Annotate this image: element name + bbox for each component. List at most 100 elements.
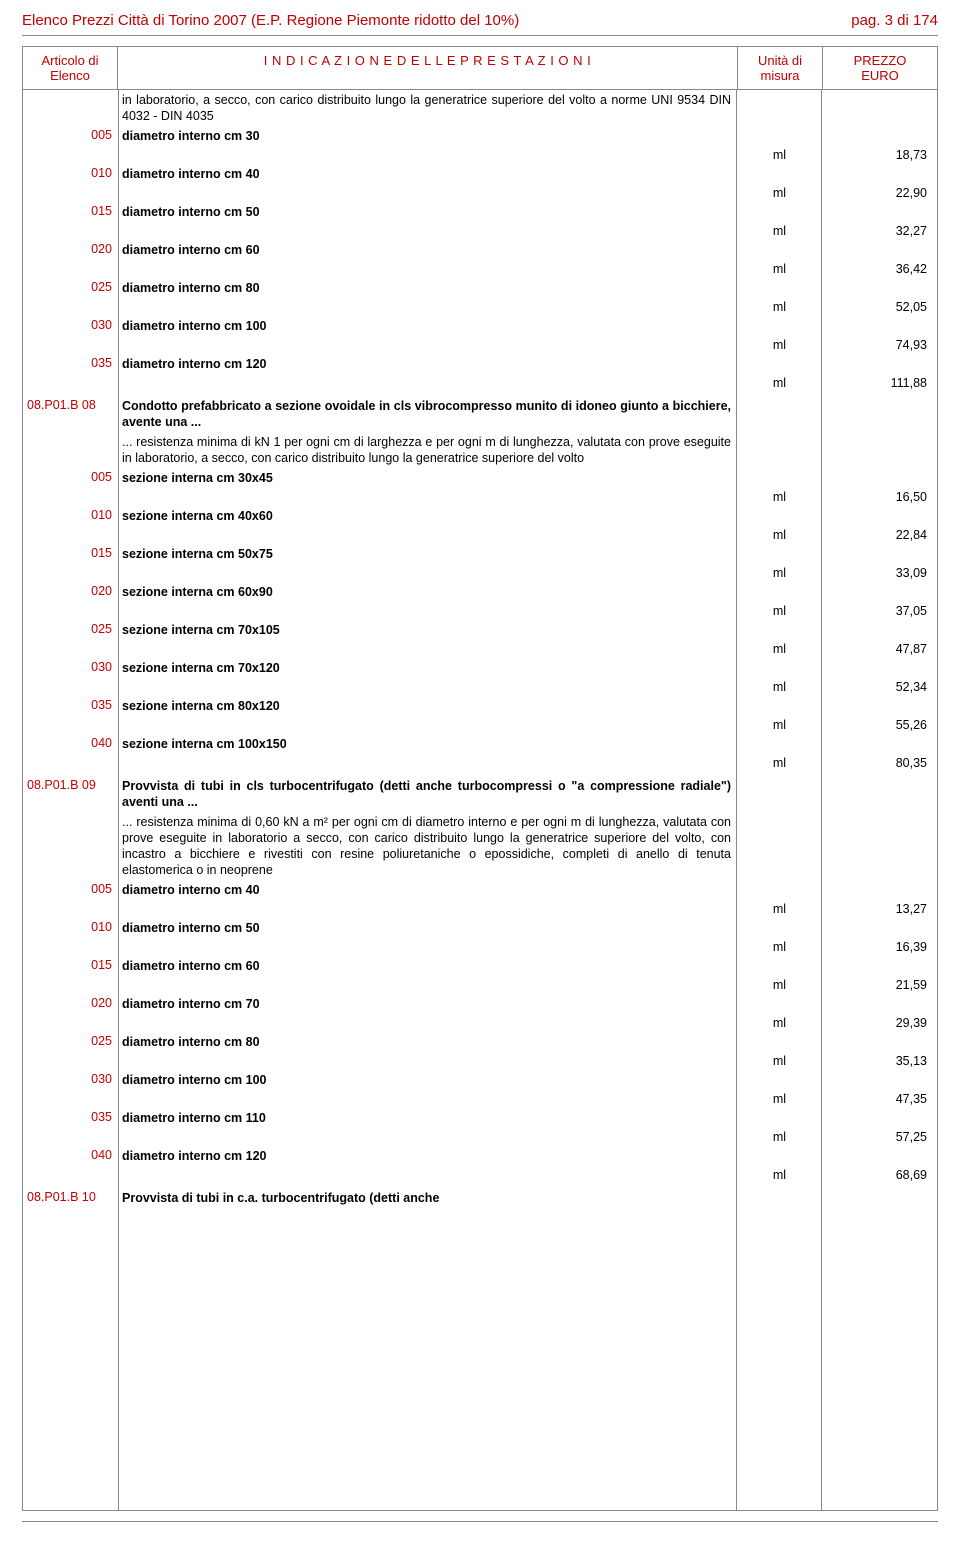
row-price <box>822 620 937 640</box>
row-code: 020 <box>23 582 118 602</box>
row-desc <box>118 298 737 316</box>
row-code: 08.P01.B 10 <box>23 1188 118 1208</box>
row-unit: ml <box>737 754 822 772</box>
row-price: 68,69 <box>822 1166 937 1184</box>
row-price: 57,25 <box>822 1128 937 1146</box>
row-desc <box>118 1052 737 1070</box>
row-desc: diametro interno cm 40 <box>118 880 737 900</box>
item-row: 030diametro interno cm 100 <box>23 1070 937 1090</box>
row-price: 52,34 <box>822 678 937 696</box>
row-desc: diametro interno cm 80 <box>118 1032 737 1052</box>
row-price <box>822 1032 937 1052</box>
value-row: ml13,27 <box>23 900 937 918</box>
row-desc <box>118 374 737 392</box>
row-price: 37,05 <box>822 602 937 620</box>
row-unit <box>737 544 822 564</box>
row-unit: ml <box>737 1090 822 1108</box>
row-price: 18,73 <box>822 146 937 164</box>
th-prezzo-l2: EURO <box>827 68 933 83</box>
row-unit <box>737 994 822 1014</box>
item-row: 025diametro interno cm 80 <box>23 278 937 298</box>
value-row: ml52,05 <box>23 298 937 316</box>
row-code: 025 <box>23 620 118 640</box>
row-price: 16,50 <box>822 488 937 506</box>
row-code <box>23 90 118 126</box>
row-code: 030 <box>23 658 118 678</box>
section-header: 08.P01.B 10Provvista di tubi in c.a. tur… <box>23 1188 937 1208</box>
row-desc: diametro interno cm 120 <box>118 1146 737 1166</box>
value-row: ml36,42 <box>23 260 937 278</box>
row-unit: ml <box>737 298 822 316</box>
row-code <box>23 812 118 880</box>
row-desc: sezione interna cm 60x90 <box>118 582 737 602</box>
row-code: 030 <box>23 316 118 336</box>
th-indicazione: I N D I C A Z I O N E D E L L E P R E S … <box>118 47 738 90</box>
value-row: ml16,50 <box>23 488 937 506</box>
row-desc: diametro interno cm 110 <box>118 1108 737 1128</box>
row-unit: ml <box>737 678 822 696</box>
row-code: 015 <box>23 956 118 976</box>
row-unit <box>737 468 822 488</box>
row-price <box>822 396 937 432</box>
value-row: ml33,09 <box>23 564 937 582</box>
row-code <box>23 488 118 506</box>
row-unit: ml <box>737 374 822 392</box>
row-price: 52,05 <box>822 298 937 316</box>
th-articolo-l1: Articolo di <box>27 53 113 68</box>
row-unit <box>737 506 822 526</box>
row-desc: Condotto prefabbricato a sezione ovoidal… <box>118 396 737 432</box>
row-desc: diametro interno cm 50 <box>118 918 737 938</box>
item-row: 040sezione interna cm 100x150 <box>23 734 937 754</box>
item-row: 035sezione interna cm 80x120 <box>23 696 937 716</box>
row-code <box>23 976 118 994</box>
item-row: 015sezione interna cm 50x75 <box>23 544 937 564</box>
row-unit <box>737 90 822 126</box>
row-desc: diametro interno cm 70 <box>118 994 737 1014</box>
row-desc <box>118 260 737 278</box>
row-desc: diametro interno cm 60 <box>118 240 737 260</box>
item-row: 030diametro interno cm 100 <box>23 316 937 336</box>
row-unit <box>737 734 822 754</box>
row-price: 22,90 <box>822 184 937 202</box>
vline-2 <box>736 90 737 1510</box>
item-row: 020diametro interno cm 70 <box>23 994 937 1014</box>
price-table: Articolo di Elenco I N D I C A Z I O N E… <box>22 46 938 1511</box>
value-row: ml55,26 <box>23 716 937 734</box>
th-articolo: Articolo di Elenco <box>23 47 118 90</box>
row-code: 005 <box>23 126 118 146</box>
row-desc: in laboratorio, a secco, con carico dist… <box>118 90 737 126</box>
th-prezzo: PREZZO EURO <box>823 47 938 90</box>
value-row: ml47,35 <box>23 1090 937 1108</box>
item-row: 025diametro interno cm 80 <box>23 1032 937 1052</box>
row-desc <box>118 526 737 544</box>
row-unit <box>737 658 822 678</box>
row-unit: ml <box>737 526 822 544</box>
vline-1 <box>118 90 119 1510</box>
row-price: 36,42 <box>822 260 937 278</box>
row-desc: diametro interno cm 120 <box>118 354 737 374</box>
item-row: 005sezione interna cm 30x45 <box>23 468 937 488</box>
row-code: 005 <box>23 468 118 488</box>
row-code: 08.P01.B 09 <box>23 776 118 812</box>
row-desc: sezione interna cm 50x75 <box>118 544 737 564</box>
row-desc <box>118 602 737 620</box>
row-desc: diametro interno cm 40 <box>118 164 737 184</box>
row-price <box>822 880 937 900</box>
row-code <box>23 1128 118 1146</box>
row-price <box>822 164 937 184</box>
row-desc <box>118 938 737 956</box>
row-price: 32,27 <box>822 222 937 240</box>
row-unit: ml <box>737 184 822 202</box>
row-unit <box>737 1146 822 1166</box>
row-unit: ml <box>737 260 822 278</box>
row-unit <box>737 354 822 374</box>
row-code: 025 <box>23 278 118 298</box>
row-desc: Provvista di tubi in c.a. turbocentrifug… <box>118 1188 737 1208</box>
row-price <box>822 506 937 526</box>
row-unit <box>737 696 822 716</box>
table-body-wrap: in laboratorio, a secco, con carico dist… <box>23 90 937 1510</box>
row-desc: sezione interna cm 30x45 <box>118 468 737 488</box>
row-price <box>822 956 937 976</box>
row-price <box>822 432 937 468</box>
row-price <box>822 1188 937 1208</box>
